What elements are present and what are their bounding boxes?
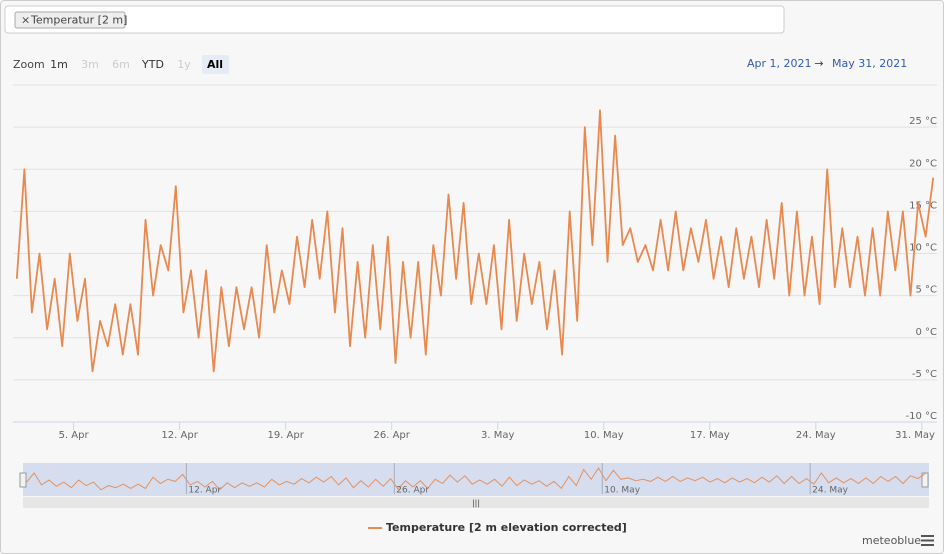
legend-label[interactable]: Temperature [2 m elevation corrected] (386, 521, 627, 534)
x-tick-label: 31. May (895, 430, 935, 441)
navigator-label: 12. Apr (188, 486, 221, 496)
search-box[interactable] (4, 5, 785, 34)
x-tick-label: 24. May (796, 430, 836, 441)
x-tick-label: 26. Apr (373, 430, 410, 441)
x-tick-label: 3. May (481, 430, 514, 441)
zoom-button[interactable]: YTD (141, 58, 164, 71)
x-tick-label: 19. Apr (267, 430, 304, 441)
tag-remove[interactable]: × (21, 14, 30, 27)
navigator-mask[interactable] (23, 463, 929, 496)
y-tick-label: -10 °C (906, 411, 938, 422)
y-tick-label: 20 °C (909, 158, 937, 169)
handle-left[interactable] (19, 472, 27, 488)
zoom-button[interactable]: All (207, 58, 223, 71)
filter-tag[interactable] (14, 11, 126, 29)
x-tick-label: 17. May (690, 430, 730, 441)
range-sep: → (814, 57, 823, 70)
scrollbar[interactable] (23, 497, 929, 508)
credit: meteoblue (862, 534, 921, 547)
menu-icon[interactable] (921, 535, 934, 546)
zoom-button[interactable]: 3m (81, 58, 99, 71)
zoom-button[interactable]: 1m (50, 58, 68, 71)
navigator-label: 10. May (604, 486, 640, 496)
x-tick-label: 12. Apr (161, 430, 198, 441)
y-tick-label: 15 °C (909, 200, 937, 211)
range-from[interactable]: Apr 1, 2021 (747, 57, 812, 70)
navigator-line (26, 467, 926, 491)
scroll-grip[interactable]: ||| (472, 499, 480, 508)
series-line (15, 109, 935, 373)
zoom-label: Zoom (13, 58, 45, 71)
y-tick-label: 10 °C (909, 243, 937, 254)
zoom-button[interactable]: 1y (177, 58, 191, 71)
y-tick-label: -5 °C (912, 369, 937, 380)
zoom-button[interactable]: 6m (112, 58, 130, 71)
zoom-active-bg (202, 55, 229, 74)
navigator-label: 24. May (812, 486, 848, 496)
y-tick-label: 25 °C (909, 116, 937, 127)
tag-label: Temperatur [2 m] (30, 14, 127, 27)
x-tick-label: 5. Apr (59, 430, 90, 441)
y-tick-label: 5 °C (915, 285, 937, 296)
range-to[interactable]: May 31, 2021 (832, 57, 907, 70)
y-tick-label: 0 °C (915, 327, 937, 338)
x-tick-label: 10. May (584, 430, 624, 441)
handle-right[interactable] (921, 472, 929, 488)
navigator-label: 26. Apr (396, 486, 429, 496)
